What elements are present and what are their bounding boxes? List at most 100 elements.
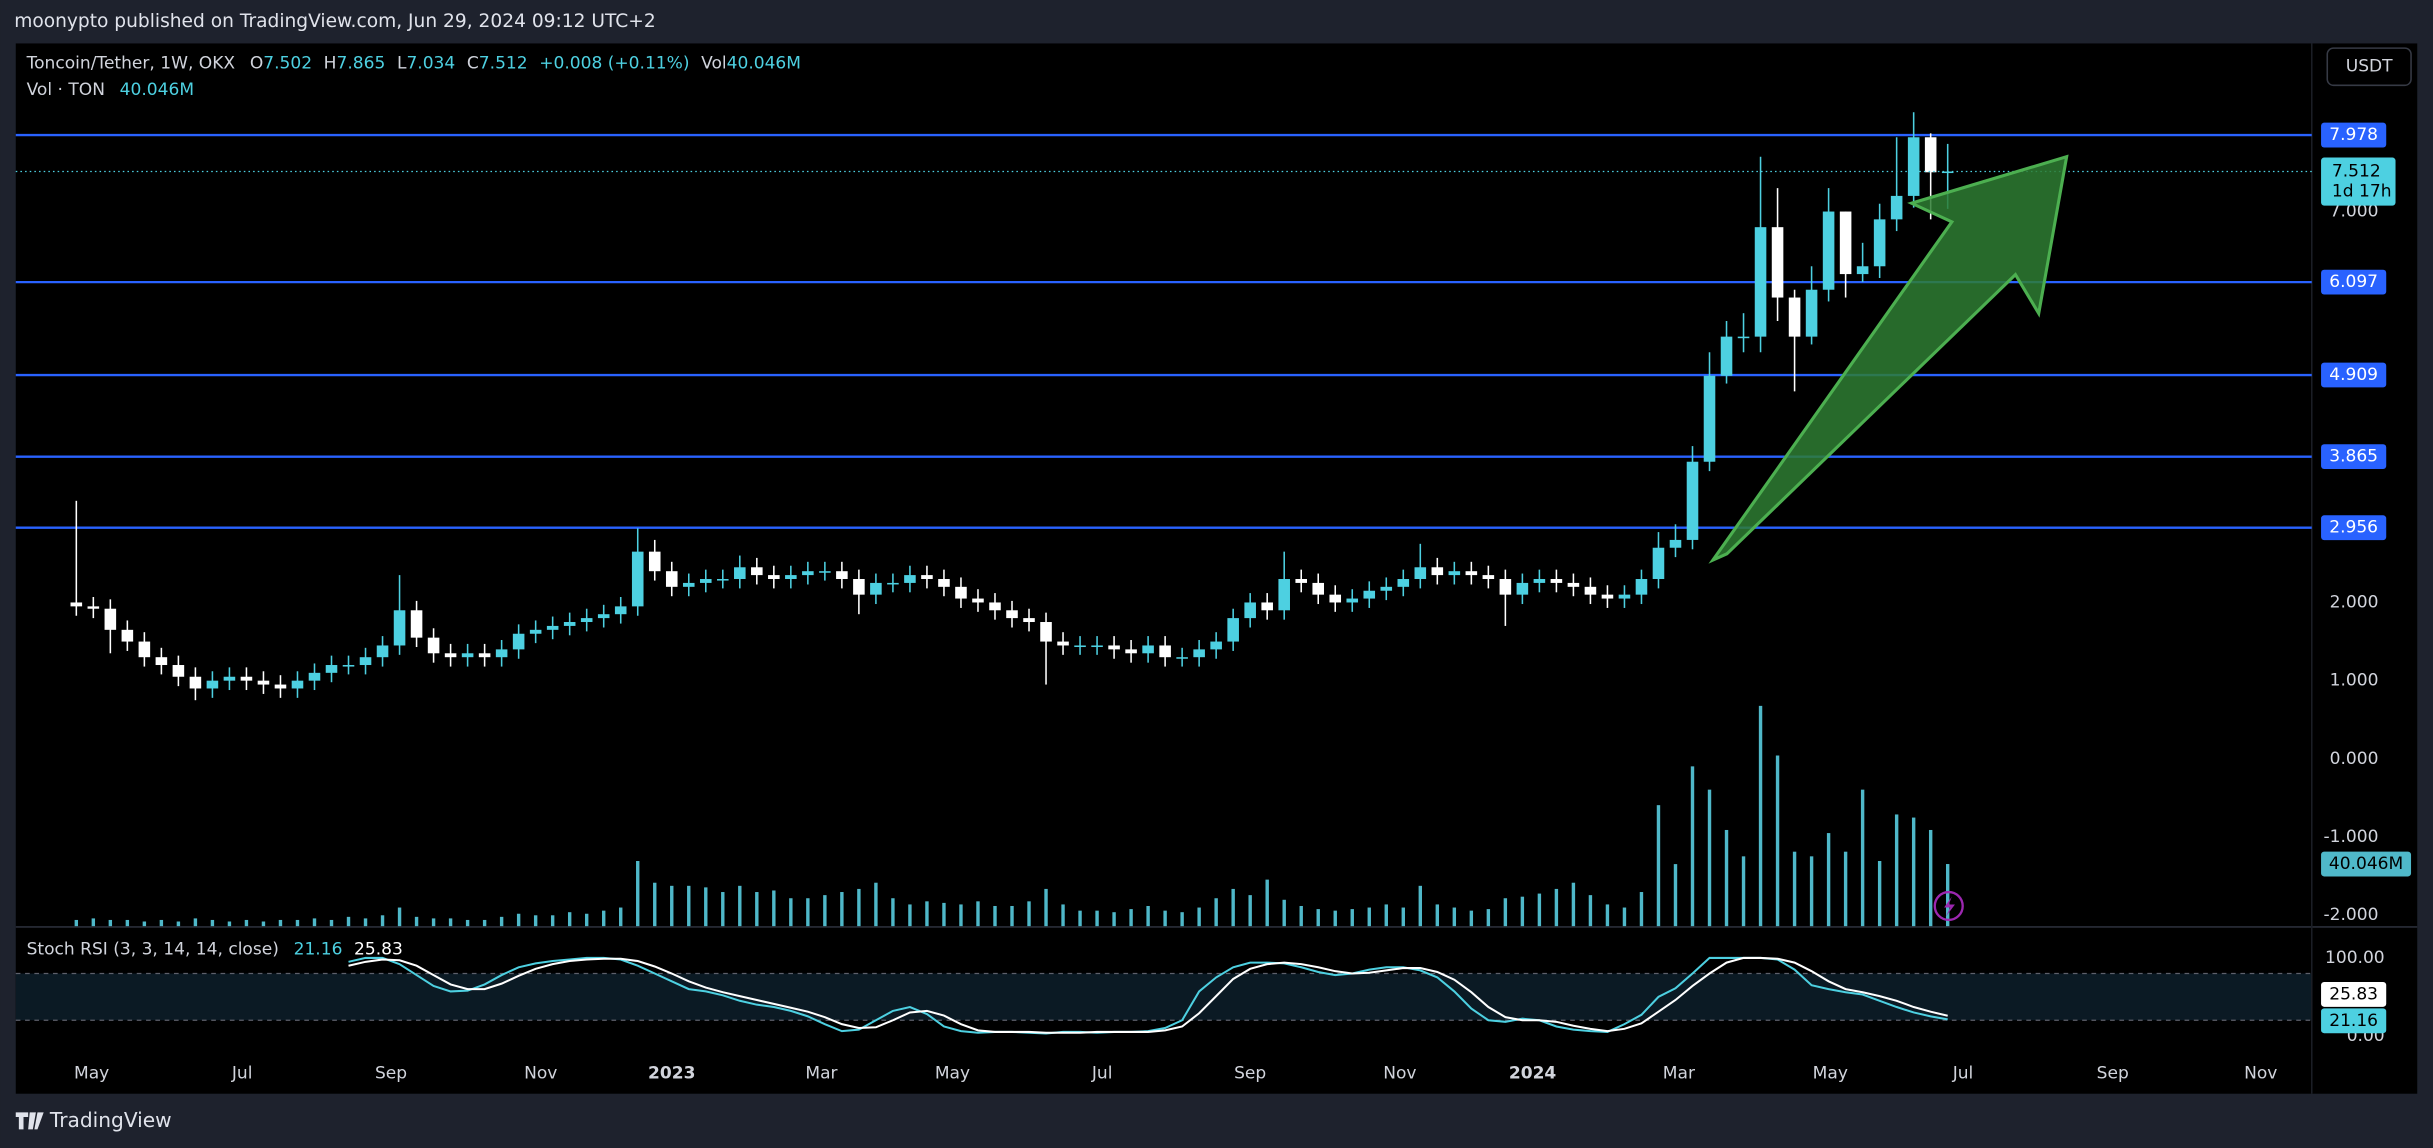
volume-bar <box>602 910 606 927</box>
volume-bar <box>1010 905 1014 927</box>
candle-body <box>444 653 457 658</box>
vol-label: Vol <box>701 54 727 74</box>
candle-body <box>359 657 372 666</box>
volume-bar <box>755 892 759 927</box>
volume-bar <box>1129 909 1133 927</box>
candle-body <box>1924 137 1937 173</box>
volume-bar <box>619 907 623 927</box>
high-value: 7.865 <box>337 54 386 74</box>
volume-bar <box>278 919 283 927</box>
volume-bar <box>516 913 521 927</box>
volume-bar <box>499 916 504 927</box>
volume-bar <box>1877 861 1882 927</box>
vol-line: Vol · TON <box>27 80 105 100</box>
volume-bar <box>1384 904 1388 927</box>
candle-body <box>853 579 865 595</box>
candle-body <box>1669 539 1682 548</box>
volume-bar <box>1911 817 1916 927</box>
volume-bar <box>687 885 691 927</box>
volume-bar <box>1605 904 1610 927</box>
candle-body <box>495 649 508 658</box>
volume-bar <box>840 892 844 927</box>
candle-body <box>665 571 678 587</box>
volume-bar <box>908 904 912 927</box>
candle-body <box>955 586 967 599</box>
stoch-title: Stoch RSI (3, 3, 14, 14, close) <box>27 939 279 959</box>
candle-body <box>155 657 168 666</box>
candle-body <box>1601 594 1614 599</box>
candle-body <box>597 614 610 619</box>
candle-body <box>1414 567 1427 580</box>
candle-body <box>206 680 219 689</box>
level-tag-label: 3.865 <box>2329 447 2378 467</box>
candle-body <box>427 637 440 654</box>
candle-body <box>308 672 321 681</box>
open-value: 7.502 <box>263 54 312 74</box>
candle-body <box>1363 590 1376 599</box>
volume-bar <box>1537 893 1542 927</box>
currency-button[interactable] <box>2326 47 2412 87</box>
published-line: moonypto published on TradingView.com, J… <box>14 11 656 32</box>
volume-bar <box>704 887 708 927</box>
volume-tag-label: 40.046M <box>2329 854 2403 874</box>
candle-body <box>172 665 185 677</box>
volume-bar <box>210 919 215 927</box>
volume-bar <box>1741 856 1746 927</box>
x-tick-label: May <box>935 1064 970 1084</box>
candle-body <box>87 606 100 609</box>
volume-bar <box>1095 910 1099 927</box>
o-label: O <box>250 54 263 74</box>
volume-bar <box>1690 766 1695 927</box>
candle-body <box>1346 598 1359 603</box>
volume-bar <box>1265 879 1269 927</box>
candle-body <box>836 571 848 580</box>
volume-bar <box>244 919 249 927</box>
y-tick-label: 7.000 <box>2330 202 2379 222</box>
x-tick-label: Sep <box>375 1064 407 1084</box>
candle-body <box>1448 571 1461 576</box>
candle-body <box>189 676 202 689</box>
candle-body <box>1244 602 1256 619</box>
candle-body <box>1431 567 1444 576</box>
brand-logo <box>15 1112 44 1130</box>
candle-body <box>802 571 814 576</box>
volume-bar <box>1452 907 1457 927</box>
candle-body <box>376 645 389 658</box>
candle-body <box>1159 645 1171 658</box>
candle-body <box>1839 211 1852 275</box>
stoch-tag-label: 25.83 <box>2329 984 2378 1004</box>
candle-body <box>138 641 151 658</box>
volume-bar <box>1333 910 1337 927</box>
candle-body <box>1873 219 1886 267</box>
stoch-k-value: 21.16 <box>294 939 343 959</box>
y-tick-label: 1.000 <box>2330 671 2379 691</box>
volume-bar <box>159 919 164 927</box>
volume-bar <box>1571 882 1576 927</box>
candle-body <box>648 551 661 572</box>
candle-body <box>1686 461 1699 540</box>
volume-bar <box>346 916 351 927</box>
candle-body <box>1618 594 1631 599</box>
volume-bar <box>1367 907 1371 927</box>
level-tag-label: 6.097 <box>2329 272 2378 292</box>
volume-bar <box>312 918 317 927</box>
candle-body <box>1703 375 1716 462</box>
volume-bar <box>1945 864 1950 927</box>
volume-bar <box>1486 909 1491 927</box>
volume-bar <box>550 915 555 927</box>
volume-bar <box>1792 851 1797 927</box>
h-label: H <box>324 54 337 74</box>
volume-bar <box>567 912 572 927</box>
candle-body <box>410 610 423 638</box>
x-tick-label: Nov <box>2244 1064 2277 1084</box>
x-tick-label: Sep <box>2097 1064 2129 1084</box>
volume-bar <box>993 905 997 927</box>
alert-icon[interactable] <box>1933 890 1964 922</box>
candle-body <box>563 622 576 626</box>
volume-bar <box>1928 829 1933 927</box>
candle-body <box>1856 266 1869 275</box>
volume-bar <box>1027 901 1031 927</box>
y-tick-label: -1.000 <box>2324 827 2379 847</box>
level-tag <box>2321 269 2387 295</box>
candle-body <box>70 602 83 607</box>
